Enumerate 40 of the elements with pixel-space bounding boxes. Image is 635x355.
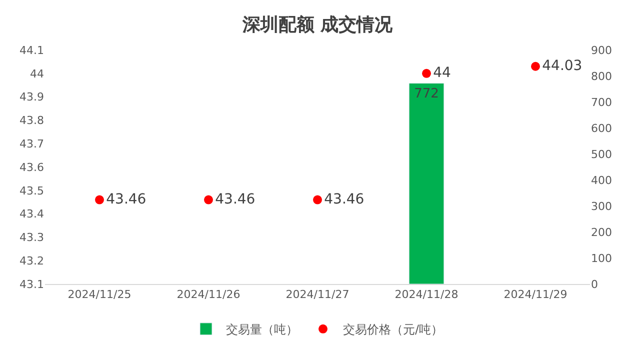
y2-tick-label: 900 [591, 44, 612, 57]
y2-tick-label: 100 [591, 252, 612, 265]
y-tick-label: 43.5 [20, 184, 44, 198]
y2-tick-label: 300 [591, 200, 612, 213]
point [422, 68, 431, 78]
y-tick-label: 43.8 [20, 114, 44, 128]
data-label: 44 [433, 64, 452, 81]
x-tick-label: 2024/11/29 [504, 288, 568, 302]
y2-tick-label: 800 [591, 70, 612, 83]
legend-label: 交易量（吨） [226, 322, 298, 337]
data-label: 43.46 [215, 191, 256, 208]
y-tick-label: 43.4 [20, 208, 44, 221]
point [95, 195, 104, 204]
y2-tick-label: 600 [591, 122, 612, 135]
point [204, 195, 213, 204]
y-tick-label: 44.1 [20, 44, 44, 57]
point [531, 62, 540, 71]
y-tick-label: 43.1 [20, 278, 44, 291]
data-label: 44.03 [542, 58, 582, 74]
point [313, 195, 322, 204]
x-tick-label: 2024/11/28 [394, 288, 458, 302]
data-label: 43.46 [324, 191, 364, 208]
y2-tick-label: 700 [591, 96, 612, 109]
y-tick-label: 43.9 [20, 90, 44, 104]
x-tick-label: 2024/11/25 [68, 288, 132, 302]
x-tick-label: 2024/11/27 [286, 288, 350, 302]
y-tick-label: 44 [30, 67, 44, 80]
y-tick-label: 43.2 [20, 254, 44, 268]
chart-title: 深圳配额 成交情况 [241, 14, 394, 36]
y-tick-label: 43.3 [20, 231, 44, 244]
data-label: 43.46 [106, 191, 146, 208]
data-label: 772 [414, 86, 439, 102]
y2-tick-label: 0 [591, 278, 598, 291]
y-tick-label: 43.6 [20, 160, 44, 174]
legend-label: 交易价格（元/吨） [343, 322, 444, 337]
y2-tick-label: 400 [591, 174, 612, 187]
y2-tick-label: 200 [591, 226, 612, 239]
y-tick-label: 43.7 [20, 137, 44, 150]
y2-tick-label: 500 [591, 148, 612, 161]
x-tick-label: 2024/11/26 [176, 288, 240, 302]
